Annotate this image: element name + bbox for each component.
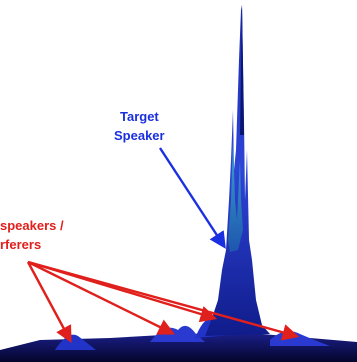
target-label-line-2: Speaker bbox=[114, 128, 165, 143]
target-arrow bbox=[158, 147, 226, 249]
interferer-peak-4 bbox=[270, 331, 330, 346]
target-peak-highlight bbox=[228, 140, 243, 252]
target-peak-spike bbox=[240, 4, 244, 135]
interferer-arrow-2 bbox=[27, 260, 176, 335]
interferer-label-line-2: rferers bbox=[0, 237, 41, 252]
surface-floor bbox=[0, 333, 357, 362]
target-label-line-1: Target bbox=[120, 109, 159, 124]
interferer-arrow-4 bbox=[27, 260, 300, 341]
interferer-label-line-1: speakers / bbox=[0, 218, 64, 233]
target-peak-body bbox=[205, 5, 270, 336]
interferer-arrow-1 bbox=[26, 261, 72, 343]
